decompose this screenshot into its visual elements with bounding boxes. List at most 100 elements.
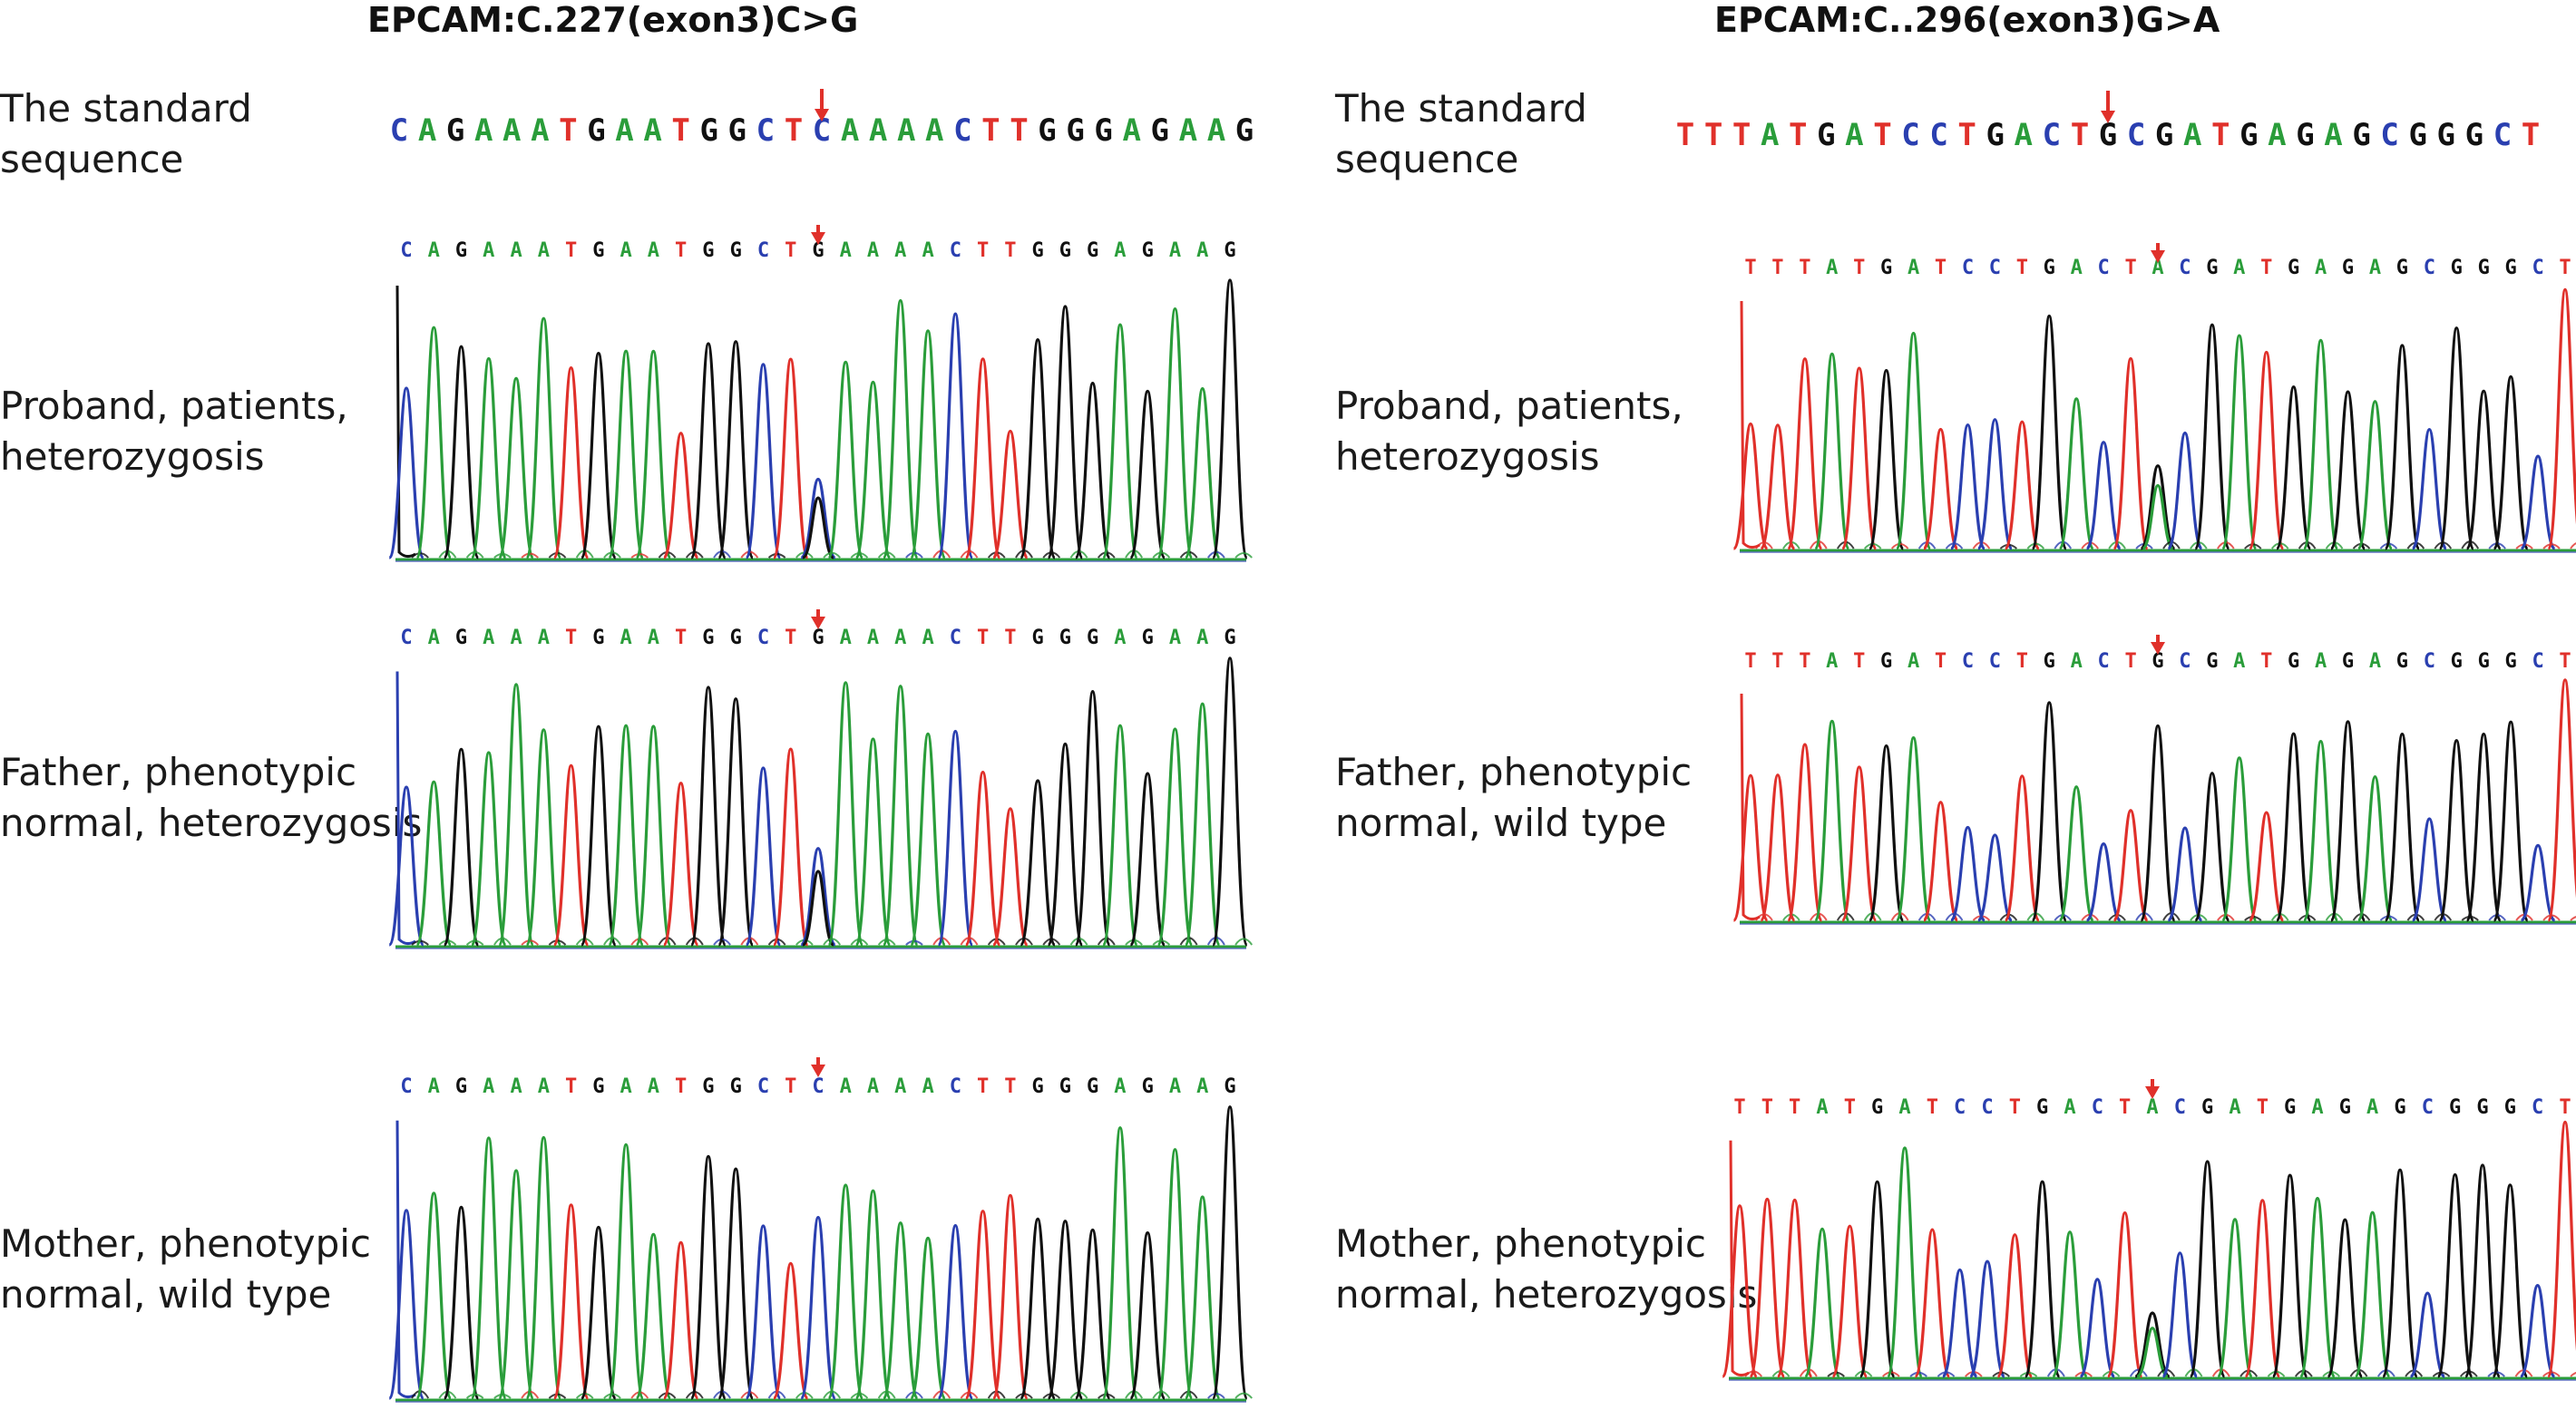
noise	[2074, 1371, 2093, 1377]
peak	[2106, 1211, 2144, 1378]
base-letter: C	[950, 1075, 961, 1098]
base-letter: G	[2339, 1096, 2351, 1119]
base-letter: T	[1789, 117, 1807, 153]
base-letter: A	[840, 1075, 852, 1098]
base-letter: C	[2424, 650, 2435, 673]
peak	[2058, 785, 2095, 922]
peak	[937, 729, 974, 947]
base-letter: A	[483, 627, 494, 649]
base-letter: C	[2532, 257, 2543, 279]
base-letter: T	[565, 627, 577, 649]
base-letter: T	[1844, 1096, 1856, 1119]
noise	[2129, 1368, 2148, 1377]
peak	[2271, 1173, 2309, 1378]
left-mother-label: Mother, phenotypic normal, wild type	[0, 1221, 372, 1317]
base-letter: C	[1954, 1096, 1966, 1119]
noise	[1964, 1370, 1983, 1377]
base-letter: C	[1989, 650, 2001, 673]
base-letter: G	[2449, 1096, 2461, 1119]
noise	[1744, 1370, 1763, 1377]
peak	[1759, 423, 1797, 550]
noise	[987, 1390, 1006, 1399]
noise	[630, 938, 649, 946]
noise	[1015, 549, 1033, 559]
base-letter: G	[2155, 117, 2173, 153]
base-letter: A	[841, 112, 859, 149]
peak	[745, 363, 782, 559]
peak	[826, 1183, 864, 1400]
peak	[1968, 1259, 2006, 1378]
noise	[2019, 1371, 2038, 1377]
base-letter: A	[2311, 1096, 2323, 1119]
base-letter: T	[2559, 257, 2571, 279]
peak	[662, 1240, 700, 1400]
noise	[2190, 913, 2208, 921]
base-letter: G	[1087, 627, 1098, 649]
peak	[882, 1221, 920, 1400]
base-letter: A	[483, 239, 494, 262]
noise	[521, 1390, 540, 1399]
base-letter: C	[2127, 117, 2145, 153]
peak	[1074, 690, 1111, 947]
peak	[2136, 1327, 2169, 1378]
peak	[470, 356, 508, 559]
base-letter: A	[428, 239, 440, 262]
peak	[2298, 1197, 2337, 1378]
noise	[1152, 551, 1171, 559]
base-letter: T	[1744, 257, 1756, 279]
peak	[1895, 331, 1932, 550]
peak	[1047, 1220, 1084, 1400]
base-letter: A	[474, 112, 493, 149]
peak	[2139, 724, 2177, 922]
base-letter: T	[2260, 650, 2272, 673]
base-letter: G	[587, 112, 605, 149]
base-letter: T	[1704, 117, 1722, 153]
base-letter: G	[446, 112, 464, 149]
base-letter: T	[2016, 257, 2028, 279]
base-letter: A	[620, 1075, 632, 1098]
noise	[2211, 1368, 2230, 1377]
peak	[2031, 314, 2068, 550]
peak	[1949, 423, 1986, 550]
noise	[767, 1390, 786, 1399]
peak	[415, 1191, 453, 1400]
noise	[1917, 540, 1937, 549]
peak	[1184, 1195, 1222, 1400]
mutation-arrow	[811, 1057, 825, 1077]
base-letter: T	[1927, 1096, 1938, 1119]
peak	[2193, 772, 2230, 922]
noise	[1069, 549, 1088, 559]
peak	[2354, 1211, 2392, 1378]
base-letter: G	[1817, 117, 1835, 153]
peak	[909, 732, 947, 947]
base-letter: G	[2478, 257, 2490, 279]
base-letter: A	[1826, 257, 1838, 279]
peak	[443, 1205, 480, 1400]
left-father-label: Father, phenotypic normal, heterozygosis	[0, 750, 423, 845]
peak	[470, 1136, 508, 1400]
noise	[2461, 915, 2479, 921]
base-letter: G	[1066, 112, 1084, 149]
base-letter: A	[503, 112, 521, 149]
base-letter: C	[390, 112, 408, 149]
base-letter: G	[1142, 239, 1154, 262]
base-letter: G	[2478, 650, 2490, 673]
noise	[1015, 937, 1033, 946]
noise	[603, 551, 621, 559]
noise	[877, 1390, 896, 1399]
noise	[2046, 1368, 2065, 1377]
noise	[2026, 542, 2045, 549]
base-letter: G	[2504, 1096, 2516, 1119]
noise	[438, 939, 457, 946]
base-letter: G	[2394, 1096, 2405, 1119]
peak	[635, 724, 672, 947]
base-letter: G	[592, 239, 604, 262]
base-letter: T	[977, 627, 989, 649]
base-letter: G	[702, 627, 714, 649]
noise	[1234, 1392, 1253, 1399]
peak	[2139, 464, 2177, 550]
chromatogram-peaks	[1721, 1120, 2576, 1378]
noise	[2376, 1369, 2395, 1377]
base-letter: A	[2233, 257, 2245, 279]
peak	[2248, 811, 2285, 922]
